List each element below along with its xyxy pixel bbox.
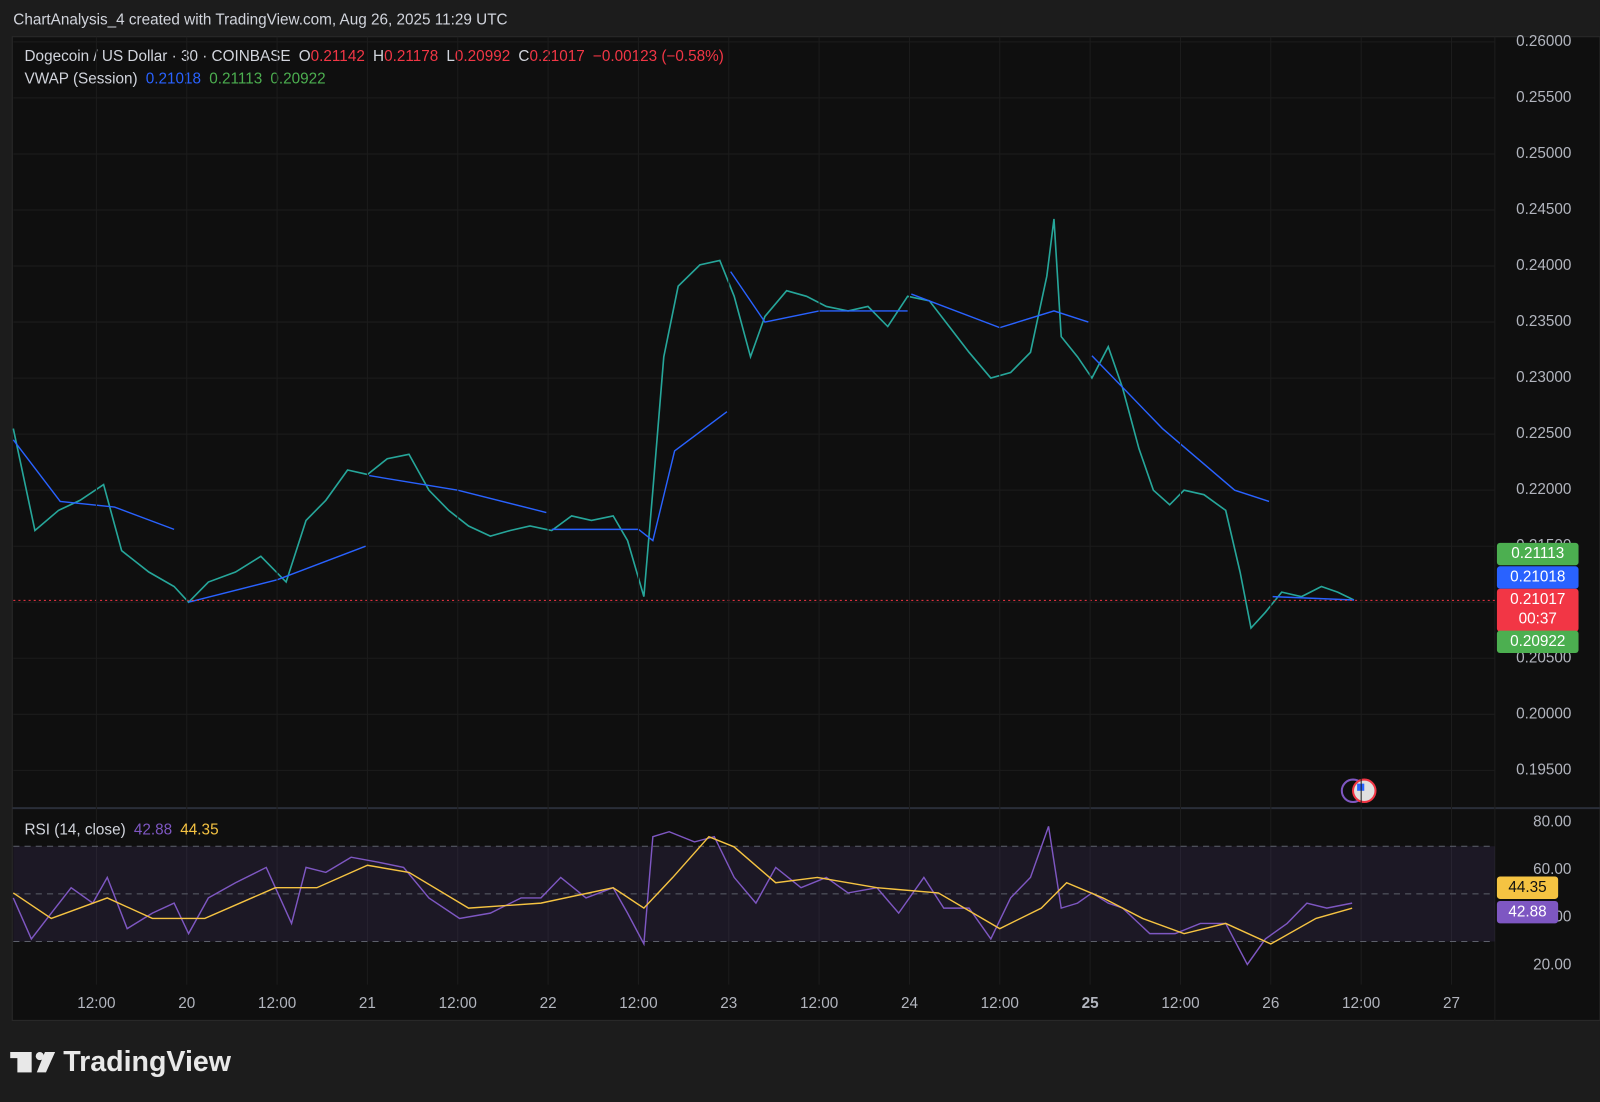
value-tag-label: 44.35: [1508, 879, 1546, 896]
pane: 20.0040.0060.0080.0012:002012:002112:002…: [12, 36, 1571, 1012]
header-text: ChartAnalysis_4 created with TradingView…: [13, 11, 507, 28]
x-tick-label: 23: [720, 995, 737, 1012]
y-tick-label: 0.25000: [1516, 145, 1571, 162]
x-tick-label: 12:00: [981, 995, 1019, 1012]
x-tick-label: 20: [178, 995, 195, 1012]
price-tag: [1496, 630, 1579, 654]
legend-value: 42.88: [134, 822, 172, 839]
ohlc-label: O: [299, 48, 311, 65]
y-tick-label: 0.26000: [1516, 33, 1571, 50]
y-tick-label: 0.25500: [1516, 89, 1571, 106]
logo-mark: [35, 1052, 44, 1061]
logo: [10, 1052, 56, 1073]
value-tag: [1496, 900, 1559, 924]
price-tag: [1496, 542, 1579, 566]
y-tick-label: 0.24500: [1516, 201, 1571, 218]
y-tick-label: 0.23500: [1516, 313, 1571, 330]
ohlc-value: 0.21017: [529, 48, 584, 65]
series-line: [12, 835, 1353, 945]
x-tick-label: 12:00: [77, 995, 115, 1012]
x-tick-label: 12:00: [258, 995, 296, 1012]
legend-value: 0.21113: [209, 71, 262, 88]
legend-value: 0.20922: [270, 71, 325, 88]
value-tag: [1496, 876, 1559, 899]
x-tick-label: 25: [1082, 995, 1100, 1012]
x-tick-label: 12:00: [619, 995, 657, 1012]
legend-value: 44.35: [180, 822, 218, 839]
ohlc-value: 0.21142: [311, 48, 365, 65]
y-tick-label: 80.00: [1533, 813, 1571, 830]
price-tag-label: 0.21017: [1510, 591, 1565, 608]
price-tag-label: 0.21018: [1510, 569, 1565, 586]
x-tick-label: 26: [1262, 995, 1279, 1012]
ohlc-value: 0.21178: [384, 48, 438, 65]
ohlc-value: 0.20992: [455, 48, 510, 65]
x-tick-label: 24: [901, 995, 919, 1012]
y-tick-label: 0.24000: [1516, 257, 1571, 274]
value-tag-label: 42.88: [1508, 903, 1546, 920]
footer-brand: TradingView: [63, 1046, 232, 1078]
y-tick-label: 20.00: [1533, 956, 1571, 973]
logo-mark: [36, 1052, 56, 1073]
pane: 0.195000.200000.205000.210000.215000.220…: [12, 33, 1579, 778]
price-tag-label: 0.21113: [1511, 545, 1564, 562]
legend: VWAP (Session) 0.21018 0.21113 0.20922: [25, 71, 326, 88]
countdown: 00:37: [1519, 610, 1557, 627]
x-tick-label: 12:00: [439, 995, 477, 1012]
x-tick-label: 22: [540, 995, 557, 1012]
legend-name: RSI (14, close): [25, 822, 126, 839]
x-tick-label: 12:00: [1342, 995, 1380, 1012]
y-tick-label: 0.20500: [1516, 649, 1571, 666]
y-tick-label: 0.19500: [1516, 761, 1571, 778]
flag-icon: [1340, 778, 1377, 804]
change: −0.00123 (−0.58%): [593, 48, 724, 65]
series-line: [12, 218, 1355, 630]
legend-name: VWAP (Session): [25, 71, 138, 88]
x-tick-label: 21: [359, 995, 376, 1012]
legend-value: 0.21018: [146, 71, 201, 88]
ohlc-label: C: [518, 48, 529, 65]
price-tag: [1496, 588, 1579, 632]
y-tick-label: 0.22000: [1516, 481, 1571, 498]
legend-symbol: Dogecoin / US Dollar · 30 · COINBASE: [25, 48, 291, 65]
x-tick-label: 12:00: [800, 995, 838, 1012]
y-tick-label: 0.20000: [1516, 705, 1571, 722]
y-tick-label: 0.23000: [1516, 369, 1571, 386]
x-tick-label: 12:00: [1161, 995, 1199, 1012]
legend: Dogecoin / US Dollar · 30 · COINBASE O0.2…: [25, 48, 724, 65]
y-tick-label: 0.22500: [1516, 425, 1571, 442]
y-tick-label: 60.00: [1533, 861, 1571, 878]
price-tag-label: 0.20922: [1510, 633, 1565, 650]
x-tick-label: 27: [1443, 995, 1460, 1012]
legend: RSI (14, close) 42.88 44.35: [25, 822, 219, 839]
ohlc-label: L: [446, 48, 455, 65]
event-icon: [1352, 778, 1377, 804]
ohlc-label: H: [373, 48, 384, 65]
price-tag: [1496, 566, 1579, 589]
logo-mark: [10, 1052, 25, 1059]
